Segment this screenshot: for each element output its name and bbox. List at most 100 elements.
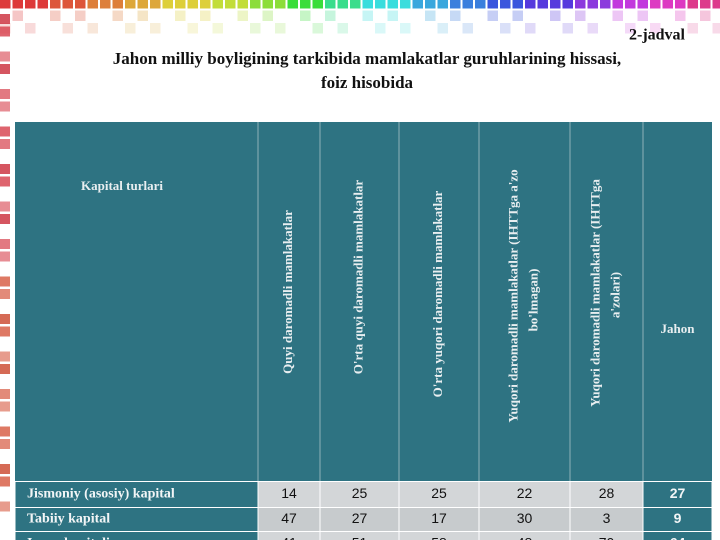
- deco-square: [200, 0, 211, 9]
- deco-square: [675, 10, 686, 21]
- deco-square: [0, 89, 10, 99]
- deco-square: [537, 0, 548, 9]
- header-cell: a'zolari): [607, 272, 622, 318]
- deco-square: [75, 0, 86, 9]
- deco-square: [0, 64, 10, 74]
- deco-square: [25, 0, 36, 9]
- deco-square: [0, 464, 10, 474]
- deco-square: [700, 0, 711, 9]
- deco-square: [150, 0, 161, 9]
- deco-square: [475, 0, 486, 9]
- deco-square: [450, 0, 461, 9]
- table-cell: [643, 482, 712, 507]
- deco-square: [375, 0, 386, 9]
- deco-square: [37, 0, 48, 9]
- deco-square: [400, 23, 411, 34]
- deco-square: [187, 0, 198, 9]
- decoration: [0, 0, 720, 512]
- deco-square: [662, 0, 673, 9]
- deco-square: [0, 289, 10, 299]
- cell-text: 27: [352, 510, 368, 526]
- deco-square: [0, 26, 10, 37]
- deco-square: [0, 176, 10, 187]
- deco-square: [62, 23, 73, 34]
- deco-square: [587, 23, 598, 34]
- cell-text: 17: [431, 510, 447, 526]
- table-cell: [258, 508, 320, 531]
- deco-square: [387, 10, 398, 21]
- deco-square: [0, 201, 10, 212]
- deco-square: [225, 0, 236, 9]
- deco-square: [425, 0, 436, 9]
- deco-square: [0, 501, 10, 512]
- deco-square: [562, 23, 573, 34]
- deco-square: [62, 0, 73, 9]
- deco-square: [275, 23, 286, 34]
- deco-square: [125, 23, 136, 34]
- deco-square: [712, 23, 720, 34]
- slide-title: foiz hisobida: [321, 73, 414, 92]
- deco-square: [500, 23, 511, 34]
- table-cell: [320, 532, 399, 540]
- deco-square: [0, 251, 10, 262]
- deco-square: [0, 101, 10, 112]
- table-cell: [399, 482, 479, 507]
- deco-square: [650, 0, 661, 9]
- cell-text: 22: [517, 485, 533, 501]
- deco-square: [337, 0, 348, 9]
- header-cell: Yuqori daromadli mamlakatlar (IHTTga: [587, 179, 602, 407]
- deco-square: [325, 10, 336, 21]
- deco-square: [625, 23, 636, 34]
- deco-square: [87, 23, 98, 34]
- deco-square: [50, 0, 61, 9]
- cell-text: Inson kapitali: [27, 536, 110, 540]
- cell-text: 25: [352, 485, 368, 501]
- cell-text: 51: [352, 535, 368, 540]
- deco-square: [50, 10, 61, 21]
- deco-square: [650, 23, 661, 34]
- cell-text: 9: [674, 510, 682, 526]
- deco-square: [512, 0, 523, 9]
- header-cell: Kapital turlari: [81, 178, 163, 193]
- deco-square: [450, 10, 461, 21]
- deco-square: [162, 0, 173, 9]
- deco-square: [25, 23, 36, 34]
- deco-square: [112, 10, 123, 21]
- deco-square: [125, 0, 136, 9]
- deco-square: [637, 0, 648, 9]
- cell-text: 28: [599, 485, 615, 501]
- deco-square: [575, 10, 586, 21]
- table-cell: [15, 532, 258, 540]
- deco-square: [312, 23, 323, 34]
- deco-square: [300, 0, 311, 9]
- deco-square: [562, 0, 573, 9]
- deco-square: [712, 0, 720, 9]
- deco-square: [675, 0, 686, 9]
- deco-square: [250, 0, 261, 9]
- deco-square: [0, 164, 10, 174]
- deco-square: [700, 10, 711, 21]
- deco-square: [175, 10, 186, 21]
- table-cell: [643, 532, 712, 540]
- deco-square: [550, 0, 561, 9]
- deco-square: [0, 401, 10, 412]
- deco-square: [0, 139, 10, 149]
- cell-text: 30: [517, 510, 533, 526]
- deco-square: [0, 439, 10, 449]
- table-label: 2-jadval: [629, 27, 686, 44]
- deco-square: [12, 10, 23, 21]
- table-cell: [643, 508, 712, 531]
- deco-square: [87, 0, 98, 9]
- header-cell: O'rta yuqori daromadli mamlakatlar: [430, 190, 445, 397]
- deco-square: [100, 0, 111, 9]
- cell-text: 25: [431, 485, 447, 501]
- deco-square: [687, 0, 698, 9]
- deco-square: [0, 389, 10, 399]
- deco-square: [437, 23, 448, 34]
- deco-square: [625, 0, 636, 9]
- header-cell: Jahon: [661, 321, 696, 336]
- deco-square: [212, 0, 223, 9]
- header-cell: Yuqori daromadli mamlakatlar (IHTTga a'z…: [505, 169, 520, 422]
- table-cell: [570, 532, 643, 540]
- deco-square: [350, 0, 361, 9]
